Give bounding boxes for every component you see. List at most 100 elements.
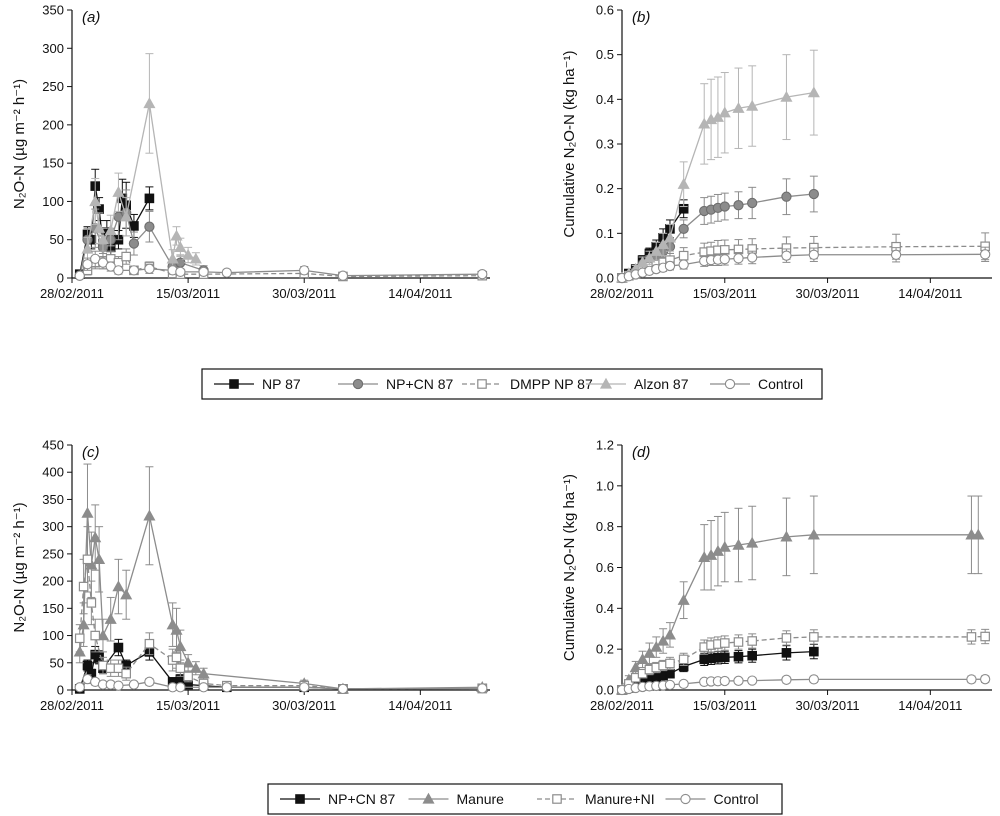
series-dmpp-np-87 — [82, 248, 488, 282]
y-tick-label: 1.2 — [596, 438, 614, 453]
data-point — [808, 674, 820, 685]
data-point — [74, 682, 85, 693]
y-tick-label: 0 — [57, 683, 64, 698]
data-point — [171, 652, 182, 663]
x-tick-label: 15/03/2011 — [156, 286, 220, 301]
x-tick-label: 30/03/2011 — [272, 286, 336, 301]
data-point — [780, 530, 793, 542]
data-point — [781, 674, 792, 685]
data-point — [732, 538, 745, 550]
y-tick-label: 0.0 — [596, 271, 614, 286]
data-point — [170, 623, 183, 635]
series-alzon-87 — [81, 53, 202, 269]
panel-label: (c) — [82, 444, 100, 461]
legend-marker — [295, 794, 305, 804]
legend-item-dmpp-np-87: DMPP NP 87 — [462, 376, 593, 392]
y-tick-label: 100 — [42, 628, 64, 643]
data-point — [747, 650, 757, 661]
legend-item-manure-ni: Manure+NI — [537, 791, 655, 807]
y-tick-label: 300 — [42, 519, 64, 534]
legend-marker — [599, 377, 613, 389]
legend-label: NP+CN 87 — [328, 791, 396, 807]
data-point — [128, 679, 140, 690]
legend-marker — [680, 793, 691, 805]
x-tick-label: 15/03/2011 — [693, 286, 757, 301]
x-tick-label: 30/03/2011 — [272, 698, 336, 713]
data-point — [89, 195, 102, 207]
data-point — [104, 224, 117, 236]
data-point — [81, 506, 94, 518]
data-point — [643, 251, 656, 263]
y-tick-label: 0.3 — [596, 137, 614, 152]
data-point — [746, 99, 759, 111]
y-tick-label: 0.4 — [596, 601, 614, 616]
x-tick-label: 30/03/2011 — [796, 698, 860, 713]
x-tick-label: 28/02/2011 — [40, 698, 104, 713]
legend-marker — [724, 378, 736, 390]
data-point — [733, 253, 744, 264]
legend-marker — [229, 379, 239, 389]
data-point — [113, 663, 124, 674]
data-point — [665, 658, 675, 669]
data-point — [90, 630, 101, 641]
data-point — [678, 259, 689, 270]
legend-marker — [422, 792, 435, 804]
data-point — [299, 265, 310, 276]
data-point — [175, 266, 186, 278]
data-point — [221, 267, 232, 278]
legend-marker — [352, 378, 364, 390]
x-tick-label: 28/02/2011 — [590, 286, 654, 301]
y-tick-label: 0.6 — [596, 560, 614, 575]
data-point — [175, 663, 186, 674]
data-point — [198, 266, 209, 278]
legend-item-control: Control — [710, 376, 803, 392]
y-tick-label: 400 — [42, 465, 64, 480]
legend-item-control: Control — [665, 791, 759, 807]
data-point — [733, 651, 744, 662]
data-point — [166, 252, 179, 264]
x-tick-label: 14/04/2011 — [898, 286, 962, 301]
data-point — [112, 580, 125, 592]
data-point — [189, 661, 202, 673]
legend-label: DMPP NP 87 — [510, 376, 593, 392]
data-point — [93, 553, 106, 564]
data-point — [733, 200, 744, 211]
data-point — [98, 660, 108, 671]
data-point — [979, 674, 991, 685]
series-manure-ni — [617, 628, 990, 695]
data-point — [113, 265, 124, 276]
data-point — [678, 250, 689, 261]
data-point — [747, 197, 758, 209]
series-control — [74, 250, 488, 281]
data-point — [82, 660, 93, 671]
x-tick-label: 14/04/2011 — [388, 286, 452, 301]
data-point — [972, 528, 985, 540]
y-axis-label: Cumulative N₂O-N (kg ha⁻¹) — [561, 474, 578, 661]
data-point — [82, 554, 93, 565]
data-point — [85, 558, 98, 570]
y-tick-label: 0.4 — [596, 92, 614, 107]
data-point — [121, 668, 131, 679]
y-tick-label: 450 — [42, 438, 64, 453]
data-point — [174, 241, 187, 253]
y-tick-label: 350 — [42, 3, 64, 18]
legend-marker — [552, 794, 562, 804]
data-point — [747, 675, 758, 686]
data-point — [182, 248, 195, 260]
panel-a-chart: 0 50 100 150 200 250 300 350 28/02/2011 15/03/201… — [11, 3, 490, 301]
data-point — [120, 210, 133, 222]
legend-bottom: NP+CN 87 Manure Manure+NI Control — [267, 783, 783, 815]
panel-label: (d) — [632, 444, 650, 461]
data-point — [732, 102, 745, 113]
series-line — [621, 534, 979, 691]
data-point — [657, 634, 670, 646]
data-point — [299, 682, 310, 693]
panel-c-chart: 0 50 100 150 200 250 300 350 400 450 28/02/2011 15/… — [11, 438, 490, 713]
data-point — [677, 177, 690, 189]
data-point — [175, 682, 186, 693]
y-tick-label: 200 — [42, 117, 64, 132]
data-point — [144, 638, 155, 649]
legend-label: NP 87 — [262, 376, 301, 392]
data-point — [104, 612, 117, 624]
data-point — [143, 97, 156, 109]
